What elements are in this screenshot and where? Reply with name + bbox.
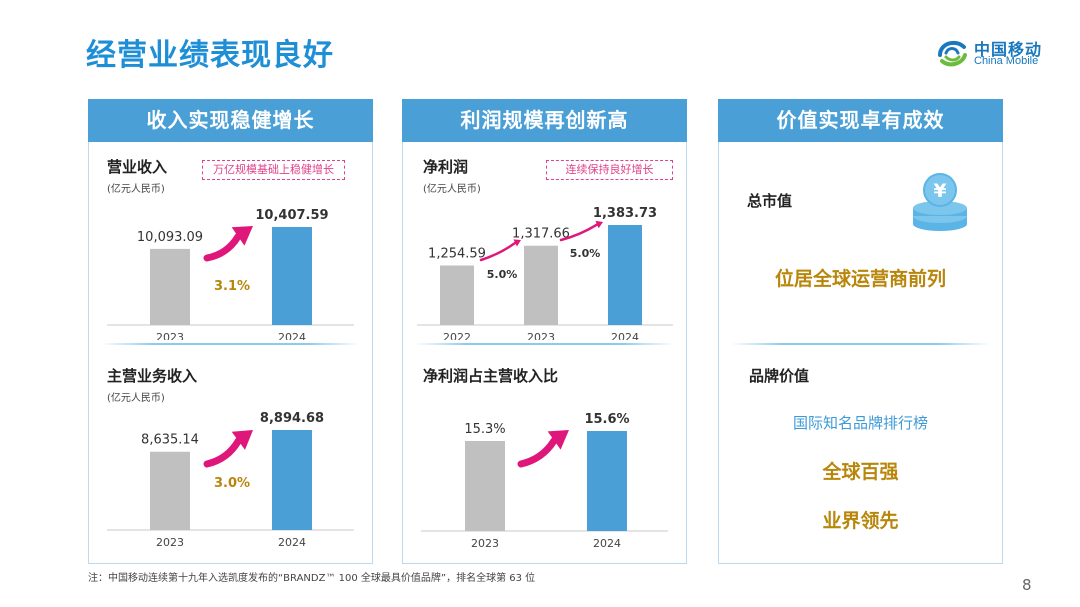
income-panel-header: 收入实现稳健增长 <box>88 99 373 142</box>
profit-divider <box>415 343 674 345</box>
profit-ratio-value-label-2024: 15.6% <box>584 412 629 427</box>
profit-ratio-growth-arrow-head <box>547 430 569 450</box>
china-mobile-logo-icon <box>938 40 967 67</box>
main-revenue-value-label-2024: 8,894.68 <box>260 411 324 426</box>
revenue-value-label-2023: 10,093.09 <box>137 230 203 245</box>
market-cap-text: 位居全球运营商前列 <box>774 268 946 290</box>
net-profit-chart-unit: (亿元人民币) <box>423 184 481 195</box>
net-profit-bar-2024 <box>608 225 642 325</box>
profit-ratio-bar-2023 <box>465 441 505 531</box>
main-revenue-chart-unit: (亿元人民币) <box>107 393 165 404</box>
main-revenue-value-label-2023: 8,635.14 <box>141 433 199 448</box>
revenue-bar-2023 <box>150 248 190 325</box>
revenue-chart-title: 营业收入 <box>107 158 168 176</box>
yen-coin-stack-icon: ¥ <box>913 173 967 231</box>
net-profit-x-tick-2023: 2023 <box>527 331 555 340</box>
net-profit-chart: 1,254.59 2022 1,317.66 2023 1,383.73 2024 5.0%… <box>417 206 673 340</box>
main-revenue-x-tick-2024: 2024 <box>278 536 306 549</box>
revenue-growth-arrow-head <box>231 226 253 246</box>
main-revenue-bar-2023 <box>150 451 190 530</box>
profit-ratio-value-label-2023: 15.3% <box>464 422 505 437</box>
net-profit-bar-2023 <box>524 245 558 325</box>
net-profit-growth-label-2: 5.0% <box>570 247 601 260</box>
profit-panel-header: 利润规模再创新高 <box>402 99 687 142</box>
net-profit-tag: 连续保持良好增长 <box>546 160 673 180</box>
profit-ratio-x-tick-2024: 2024 <box>593 537 621 550</box>
net-profit-x-tick-2022: 2022 <box>443 331 471 340</box>
profit-ratio-bar-2024 <box>587 431 627 531</box>
profit-ratio-growth-arrow-shaft <box>517 437 558 468</box>
svg-text:¥: ¥ <box>933 180 946 202</box>
net-profit-x-tick-2024: 2024 <box>611 331 639 340</box>
main-revenue-chart: 8,635.14 2023 8,894.68 2024 3.0% <box>107 411 354 549</box>
profit-ratio-chart: 15.3% 2023 15.6% 2024 <box>421 412 668 550</box>
main-revenue-bar-2024 <box>272 430 312 530</box>
income-divider <box>101 343 360 345</box>
value-panel: 价值实现卓有成效 总市值 ¥ 位居全球运营商前列 品牌价值 国际知名品牌排行榜 … <box>718 99 1003 564</box>
main-revenue-x-tick-2023: 2023 <box>156 536 184 549</box>
main-revenue-growth-arrow-shaft <box>203 437 242 468</box>
net-profit-growth-arrow-2-head <box>595 220 603 229</box>
market-cap-label: 总市值 <box>747 192 793 210</box>
page-number: 8 <box>1022 576 1032 594</box>
net-profit-value-label-2022: 1,254.59 <box>428 247 486 262</box>
revenue-chart: 10,093.09 2023 10,407.59 2024 3.1% <box>107 208 354 340</box>
income-panel: 收入实现稳健增长 营业收入 (亿元人民币) 万亿规模基础上稳健增长 10,093… <box>88 99 373 564</box>
net-profit-growth-arrow-1-head <box>513 239 521 247</box>
profit-ratio-x-tick-2023: 2023 <box>471 537 499 550</box>
revenue-growth-label: 3.1% <box>214 279 250 294</box>
revenue-chart-unit: (亿元人民币) <box>107 184 165 195</box>
logo-english-text: China Mobile <box>974 55 1039 67</box>
brand-value-label: 品牌价值 <box>749 367 810 385</box>
revenue-value-label-2024: 10,407.59 <box>255 208 328 223</box>
revenue-bar-2024 <box>272 227 312 325</box>
main-revenue-chart-title: 主营业务收入 <box>107 367 198 385</box>
brand-rank-text: 全球百强 <box>822 461 899 483</box>
revenue-x-tick-2024: 2024 <box>278 331 306 340</box>
brand-lead-text: 业界领先 <box>822 510 899 532</box>
page-title: 经营业绩表现良好 <box>86 38 334 73</box>
logo-chinese-text: 中国移动 <box>974 40 1043 59</box>
net-profit-growth-arrow-2-shaft <box>559 223 599 242</box>
revenue-tag: 万亿规模基础上稳健增长 <box>202 160 345 180</box>
net-profit-chart-title: 净利润 <box>423 158 469 176</box>
net-profit-growth-label-1: 5.0% <box>487 268 518 281</box>
profit-panel: 利润规模再创新高 净利润 (亿元人民币) 连续保持良好增长 1,254.59 20… <box>402 99 687 564</box>
main-revenue-growth-label: 3.0% <box>214 476 250 491</box>
value-divider <box>731 343 990 345</box>
brand-ranking-list-text: 国际知名品牌排行榜 <box>792 414 928 432</box>
profit-ratio-chart-title: 净利润占主营收入比 <box>423 367 559 385</box>
value-panel-header: 价值实现卓有成效 <box>718 99 1003 142</box>
main-revenue-growth-arrow-head <box>231 430 253 450</box>
net-profit-bar-2022 <box>440 265 474 325</box>
revenue-growth-arrow-shaft <box>203 232 242 262</box>
china-mobile-logo: 中国移动 China Mobile <box>934 35 1046 71</box>
net-profit-value-label-2023: 1,317.66 <box>512 227 570 242</box>
footnote: 注：中国移动连续第十九年入选凯度发布的“BRANDZ™ 100 全球最具价值品牌… <box>88 573 536 584</box>
revenue-x-tick-2023: 2023 <box>156 331 184 340</box>
net-profit-value-label-2024: 1,383.73 <box>593 206 657 221</box>
net-profit-growth-arrow-1-shaft <box>479 241 517 262</box>
